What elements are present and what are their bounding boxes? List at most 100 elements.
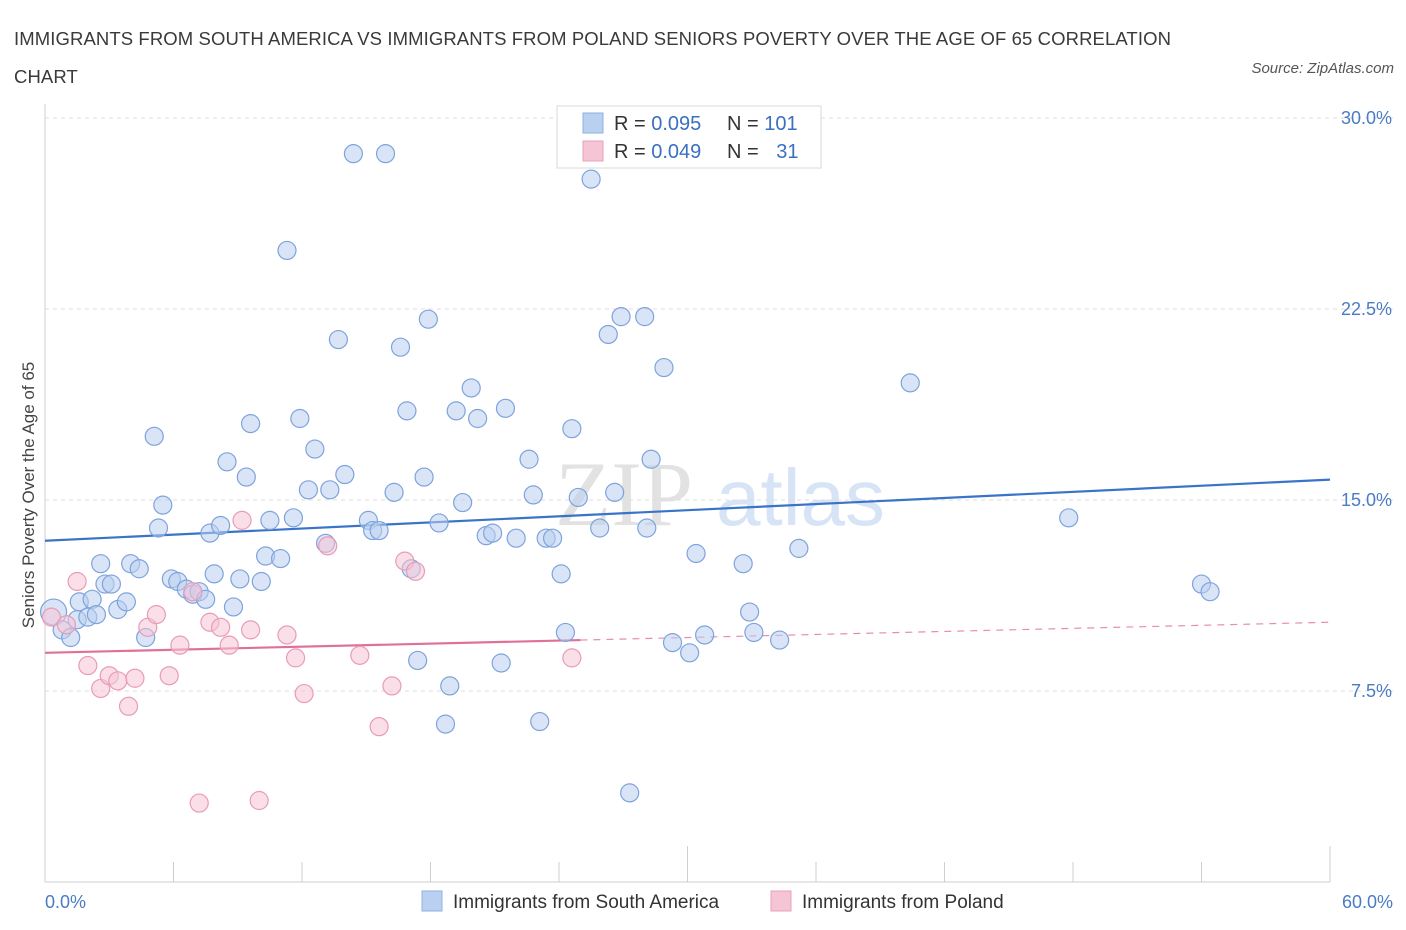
legend-r-label-1: R = bbox=[614, 113, 651, 135]
point-s1-8 bbox=[125, 668, 145, 688]
point-s0-10 bbox=[101, 574, 121, 594]
top-legend: R = 0.095 N = 101 R = 0.049 N = 31 bbox=[556, 105, 822, 169]
point-s0-88 bbox=[654, 357, 674, 378]
point-s1-19 bbox=[241, 620, 261, 640]
point-s0-97 bbox=[789, 538, 809, 558]
bottom-legend-swatch-blue bbox=[421, 890, 443, 912]
point-s1-20 bbox=[249, 790, 269, 811]
point-s0-98 bbox=[900, 373, 920, 393]
legend-n-2: N = 31 bbox=[727, 141, 799, 163]
point-s0-74 bbox=[542, 528, 563, 548]
x-tick-label-0: 0.0% bbox=[45, 892, 86, 912]
point-s1-30 bbox=[562, 648, 582, 668]
point-s0-39 bbox=[290, 408, 310, 429]
point-s0-87 bbox=[641, 449, 661, 469]
point-s1-22 bbox=[285, 648, 306, 668]
point-s0-64 bbox=[468, 408, 488, 429]
point-s0-89 bbox=[662, 633, 683, 653]
point-s0-94 bbox=[740, 602, 760, 622]
point-s1-18 bbox=[232, 510, 252, 530]
point-s0-18 bbox=[153, 495, 173, 515]
legend-swatch-pink bbox=[582, 140, 604, 162]
point-s0-67 bbox=[491, 653, 511, 673]
x-tick-labels: 0.0% 60.0% bbox=[45, 892, 1393, 912]
point-s0-55 bbox=[408, 650, 428, 671]
grid-lines bbox=[45, 117, 1395, 692]
point-s0-62 bbox=[453, 492, 473, 513]
point-s0-84 bbox=[620, 783, 640, 803]
point-s0-77 bbox=[562, 419, 582, 439]
point-s1-25 bbox=[350, 645, 370, 665]
point-s1-24 bbox=[318, 536, 338, 556]
point-s1-17 bbox=[219, 635, 239, 655]
point-s1-23 bbox=[294, 683, 314, 704]
point-s1-3 bbox=[78, 655, 98, 676]
bottom-legend-label-blue: Immigrants from South America bbox=[453, 892, 720, 913]
point-s0-28 bbox=[217, 452, 237, 472]
trend-lines bbox=[44, 478, 1331, 654]
point-s0-26 bbox=[204, 564, 224, 584]
point-s1-27 bbox=[382, 676, 402, 696]
point-s0-90 bbox=[680, 643, 700, 663]
point-s0-7 bbox=[86, 604, 107, 625]
point-s0-33 bbox=[251, 571, 271, 592]
point-s1-21 bbox=[277, 625, 297, 645]
axes bbox=[44, 104, 1331, 883]
legend-n-value-2: 31 bbox=[776, 141, 798, 163]
point-s1-10 bbox=[146, 604, 166, 625]
point-s0-17 bbox=[148, 518, 169, 538]
point-s1-12 bbox=[170, 635, 190, 655]
point-s0-12 bbox=[116, 592, 136, 612]
point-s0-31 bbox=[236, 467, 256, 487]
point-s0-30 bbox=[230, 569, 250, 589]
point-s1-13 bbox=[183, 582, 203, 602]
point-s0-56 bbox=[414, 467, 434, 487]
point-s0-69 bbox=[506, 528, 526, 548]
point-s1-2 bbox=[67, 571, 87, 592]
y-tick-label-1: 15.0% bbox=[1341, 490, 1392, 510]
point-s0-80 bbox=[590, 518, 610, 538]
bottom-legend: Immigrants from South America Immigrants… bbox=[421, 890, 1004, 913]
bottom-legend-label-pink: Immigrants from Poland bbox=[802, 892, 1004, 913]
point-s0-71 bbox=[523, 485, 543, 505]
trend-line-1 bbox=[44, 638, 581, 654]
point-s0-29 bbox=[223, 597, 244, 617]
legend-row-1: R = 0.095 bbox=[614, 113, 701, 135]
point-s1-16 bbox=[211, 617, 231, 637]
point-s0-43 bbox=[320, 480, 340, 500]
legend-n-1: N = 101 bbox=[727, 113, 798, 135]
point-s0-63 bbox=[461, 378, 481, 398]
y-tick-label-2: 22.5% bbox=[1341, 299, 1392, 319]
point-s0-57 bbox=[418, 309, 438, 329]
point-s0-96 bbox=[769, 630, 790, 650]
point-s0-76 bbox=[555, 622, 576, 643]
point-s0-93 bbox=[733, 554, 753, 574]
point-s0-59 bbox=[435, 714, 456, 734]
data-points bbox=[39, 144, 1220, 813]
y-tick-label-3: 30.0% bbox=[1341, 108, 1392, 128]
point-s1-0 bbox=[41, 607, 62, 627]
watermark-atlas: atlas bbox=[716, 453, 885, 542]
bottom-legend-swatch-pink bbox=[770, 890, 792, 912]
point-s0-70 bbox=[519, 449, 539, 469]
point-s1-6 bbox=[108, 671, 128, 691]
point-s0-58 bbox=[429, 513, 449, 533]
legend-n-value-1: 101 bbox=[764, 113, 797, 135]
point-s0-8 bbox=[91, 554, 111, 574]
point-s0-50 bbox=[375, 144, 396, 164]
legend-r-label-2: R = bbox=[614, 141, 651, 163]
point-s0-60 bbox=[440, 676, 460, 696]
point-s0-92 bbox=[695, 625, 715, 645]
point-s1-11 bbox=[159, 666, 179, 686]
point-s0-46 bbox=[343, 144, 363, 164]
point-s0-68 bbox=[495, 398, 516, 418]
point-s0-66 bbox=[483, 523, 503, 543]
point-s0-38 bbox=[283, 508, 304, 528]
y-tick-labels: 7.5% 15.0% 22.5% 30.0% bbox=[1341, 108, 1392, 701]
point-s0-78 bbox=[568, 487, 588, 508]
point-s0-51 bbox=[384, 482, 404, 502]
legend-r-value-1: 0.095 bbox=[651, 113, 701, 135]
legend-r-value-2: 0.049 bbox=[651, 141, 701, 163]
point-s0-36 bbox=[270, 548, 291, 569]
point-s0-82 bbox=[605, 482, 625, 502]
